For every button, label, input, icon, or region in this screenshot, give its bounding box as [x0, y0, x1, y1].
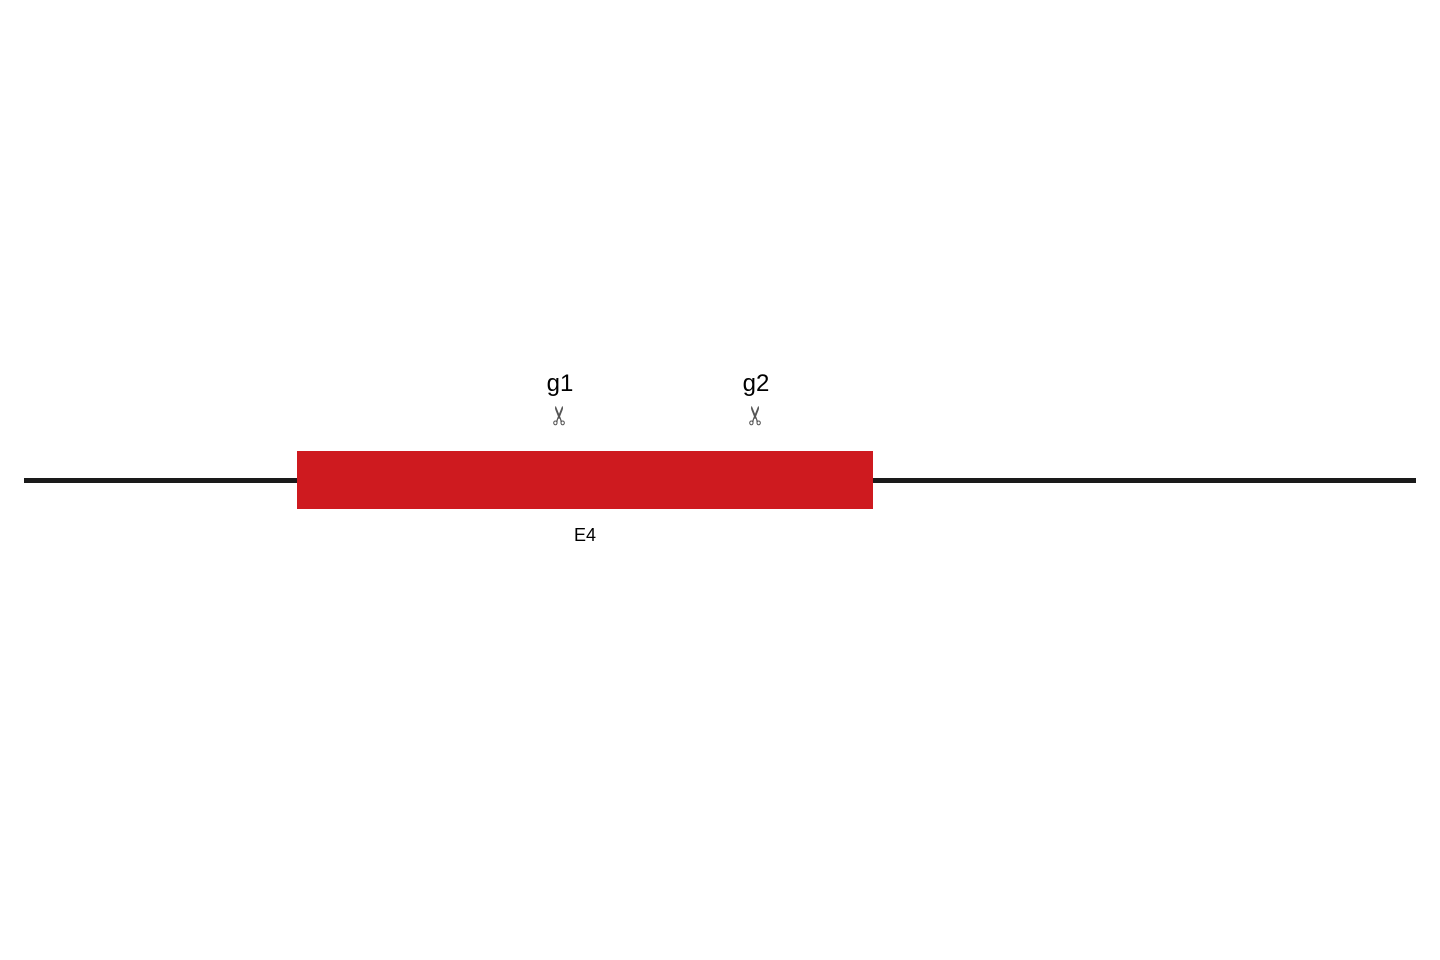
exon-label: E4	[555, 525, 615, 546]
backbone-left	[24, 478, 297, 483]
backbone-right	[873, 478, 1416, 483]
gene-diagram: E4 g1 ✂ g2 ✂	[0, 0, 1440, 960]
scissor-icon: ✂	[741, 386, 772, 446]
exon-box	[297, 451, 873, 509]
scissor-icon: ✂	[545, 386, 576, 446]
